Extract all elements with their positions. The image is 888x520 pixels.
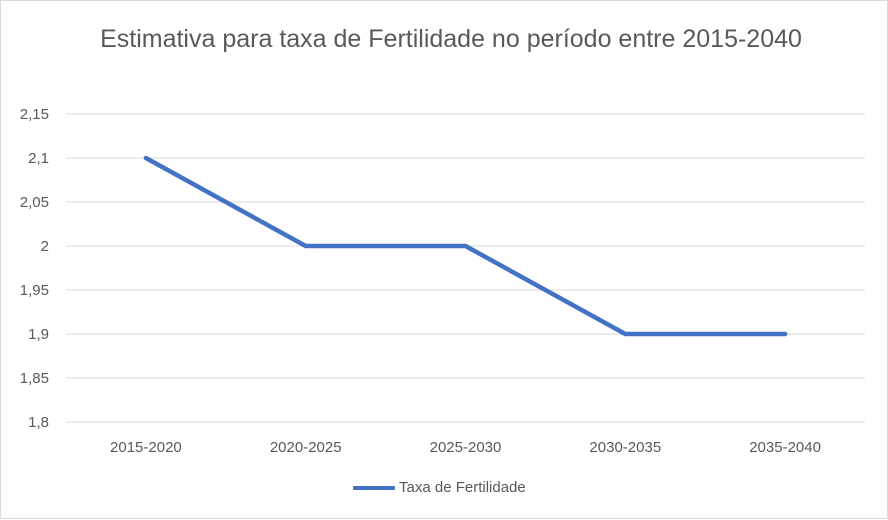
legend-label: Taxa de Fertilidade (399, 479, 526, 496)
y-tick-label: 1,85 (20, 370, 49, 387)
y-tick-label: 2,05 (20, 194, 49, 211)
series-line (143, 155, 788, 337)
x-tick-label: 2025-2030 (430, 439, 502, 456)
chart-title: Estimativa para taxa de Fertilidade no p… (100, 25, 802, 53)
y-tick-label: 2,15 (20, 106, 49, 123)
y-tick-label: 1,9 (28, 326, 49, 343)
y-tick-label: 2,1 (28, 150, 49, 167)
y-tick-label: 2 (41, 238, 49, 255)
legend: Taxa de Fertilidade (353, 479, 526, 496)
x-tick-label: 2030-2035 (589, 439, 661, 456)
y-tick-label: 1,8 (28, 414, 49, 431)
x-tick-label: 2015-2020 (110, 439, 182, 456)
x-tick-label: 2020-2025 (270, 439, 342, 456)
x-tick-label: 2035-2040 (749, 439, 821, 456)
legend-swatch (353, 485, 395, 490)
y-tick-label: 1,95 (20, 282, 49, 299)
